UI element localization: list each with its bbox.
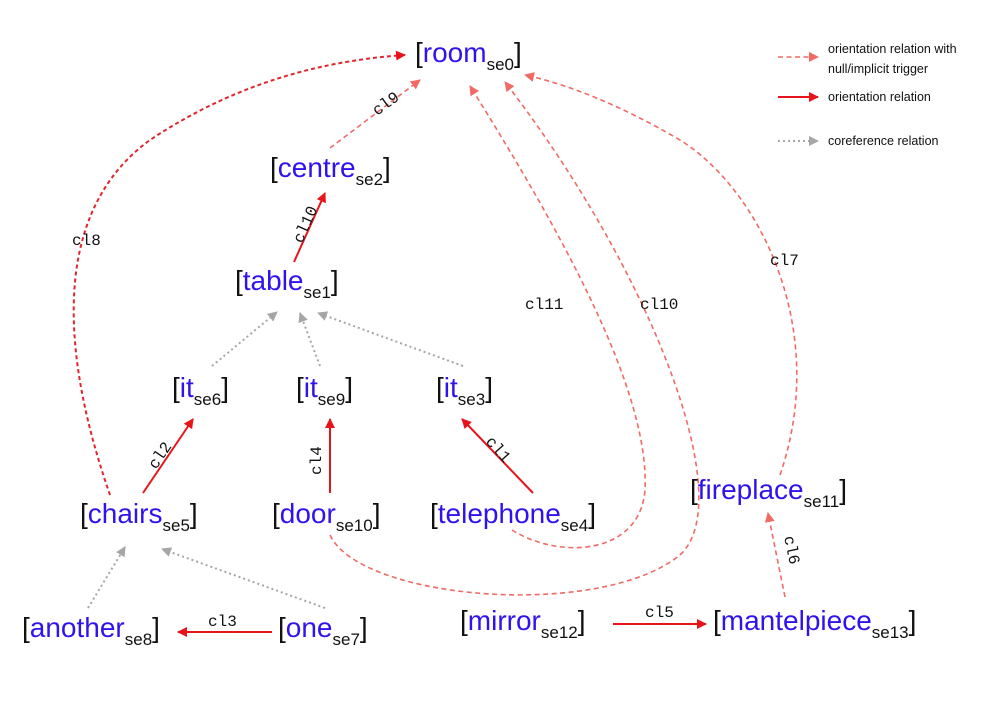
edge-label-cl3: cl3 xyxy=(208,613,237,631)
edge-cl10-table-centre xyxy=(293,192,326,263)
legend-orient-label: orientation relation xyxy=(828,90,931,104)
legend-null-label-line2: null/implicit trigger xyxy=(828,62,928,76)
edge-cl1 xyxy=(461,418,534,494)
edge-coref-it6-table xyxy=(211,311,278,367)
edge-cl9 xyxy=(329,79,421,149)
edge-label-cl11: cl11 xyxy=(525,296,563,314)
nodes: [roomse0] [centrese2] [tablese1] [itse6]… xyxy=(22,37,916,649)
edge-cl8 xyxy=(72,50,406,496)
edge-label-cl2: cl2 xyxy=(145,439,176,473)
node-table: [tablese1] xyxy=(235,265,339,302)
node-door: [doorse10] xyxy=(272,498,380,535)
legend-coref-label: coreference relation xyxy=(828,134,939,148)
node-it-se6: [itse6] xyxy=(172,372,229,409)
edge-label-cl4: cl4 xyxy=(308,446,326,475)
edge-label-cl10-table-centre: cl10 xyxy=(290,204,322,246)
edge-cl11 xyxy=(469,85,646,549)
node-room: [roomse0] xyxy=(415,37,522,74)
edge-label-cl8: cl8 xyxy=(72,232,101,250)
edge-label-cl5: cl5 xyxy=(645,604,674,622)
legend-null-label-line1: orientation relation with xyxy=(828,42,957,56)
node-fireplace: [fireplacese11] xyxy=(690,474,847,511)
edge-coref-another-chairs xyxy=(87,546,126,609)
edge-coref-it9-table xyxy=(298,312,321,367)
node-chairs: [chairsse5] xyxy=(80,498,198,535)
edge-label-cl1: cl1 xyxy=(481,433,514,466)
node-one: [onese7] xyxy=(278,612,368,649)
edge-cl2 xyxy=(142,418,194,494)
node-mirror: [mirrorse12] xyxy=(460,605,586,642)
node-it-se9: [itse9] xyxy=(296,372,353,409)
edges xyxy=(72,50,798,637)
edge-label-cl10-door-room: cl10 xyxy=(640,296,678,314)
legend: orientation relation with null/implicit … xyxy=(778,42,957,148)
node-telephone: [telephonese4] xyxy=(430,498,596,535)
edge-label-cl6: cl6 xyxy=(779,534,803,566)
node-centre: [centrese2] xyxy=(270,152,391,189)
edge-coref-it3-table xyxy=(317,311,464,367)
edge-cl6 xyxy=(764,512,786,598)
edge-label-cl7: cl7 xyxy=(770,252,799,270)
node-mantelpiece: [mantelpiecese13] xyxy=(713,605,916,642)
node-it-se3: [itse3] xyxy=(436,372,493,409)
edge-cl10-door-room xyxy=(329,81,700,596)
node-another: [anotherse8] xyxy=(22,612,160,649)
edge-cl7 xyxy=(524,72,798,476)
edge-coref-one-chairs xyxy=(161,547,326,609)
edge-labels: cl9 cl8 cl10 cl11 cl10 cl7 cl2 cl4 cl1 c… xyxy=(72,89,803,631)
